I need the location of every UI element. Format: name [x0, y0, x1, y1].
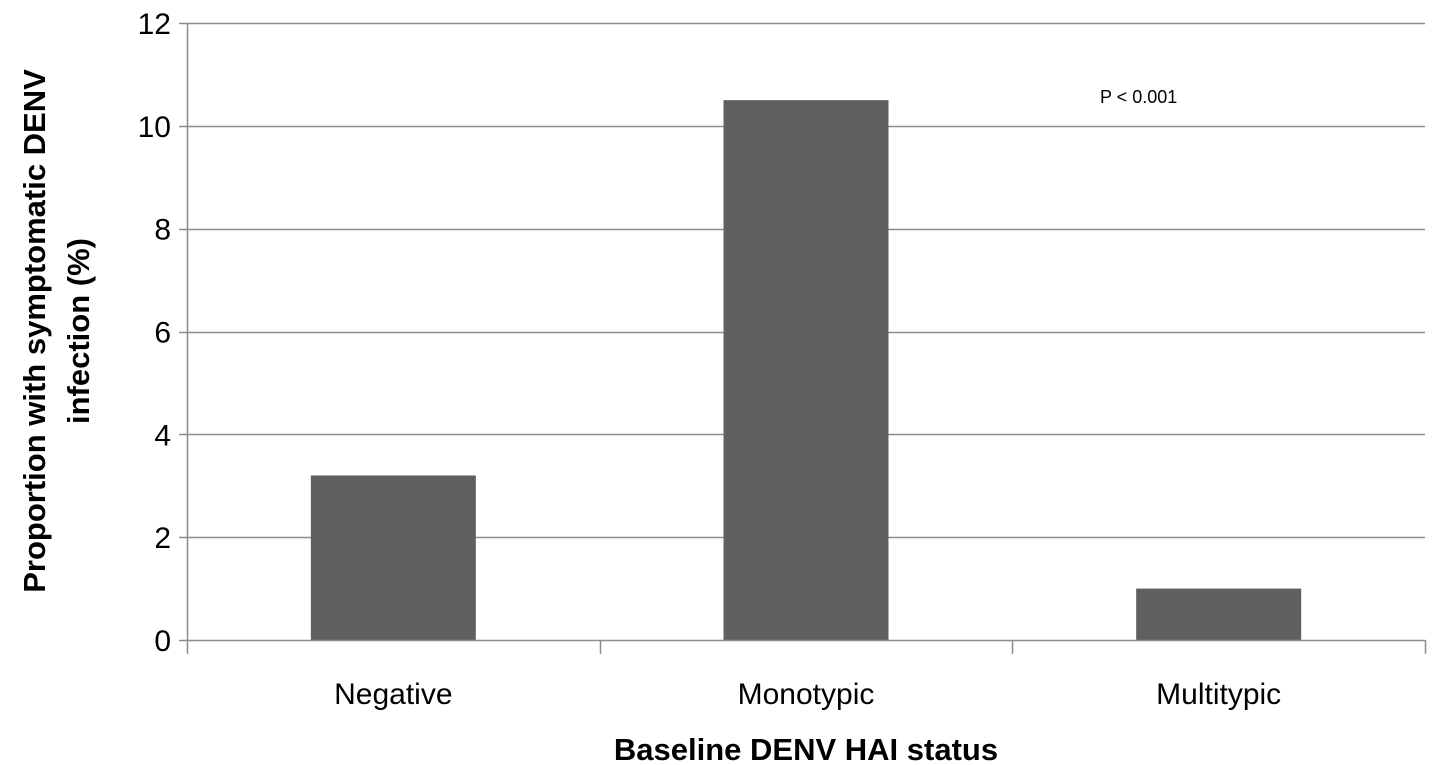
bars [310, 100, 1302, 640]
y-tick-label-2: 2 [154, 522, 171, 555]
bar-multitypic [1136, 588, 1302, 640]
y-tick-label-0: 0 [154, 625, 171, 658]
y-axis-title-line-1: Proportion with symptomatic DENV [17, 69, 52, 593]
y-axis-title-line-2: infection (%) [61, 238, 96, 424]
y-tick-label-4: 4 [154, 419, 171, 452]
y-tick-label-8: 8 [154, 214, 171, 247]
x-tick-label-multitypic: Multitypic [1156, 678, 1281, 711]
y-tick-label-10: 10 [138, 111, 171, 144]
y-tick-label-6: 6 [154, 317, 171, 350]
bar-monotypic [723, 100, 889, 640]
x-tick-label-monotypic: Monotypic [738, 678, 875, 711]
x-tick-labels: Negative Monotypic Multitypic [334, 678, 1281, 711]
x-axis-title: Baseline DENV HAI status [614, 732, 998, 765]
axes [179, 22, 1427, 654]
x-tick-label-negative: Negative [334, 678, 452, 711]
y-axis-title: Proportion with symptomatic DENV infecti… [17, 69, 96, 593]
p-value-annotation: P < 0.001 [1100, 87, 1177, 107]
y-tick-label-12: 12 [138, 8, 171, 41]
y-tick-labels: 0 2 4 6 8 10 12 [138, 8, 171, 658]
bar-negative [310, 475, 476, 640]
